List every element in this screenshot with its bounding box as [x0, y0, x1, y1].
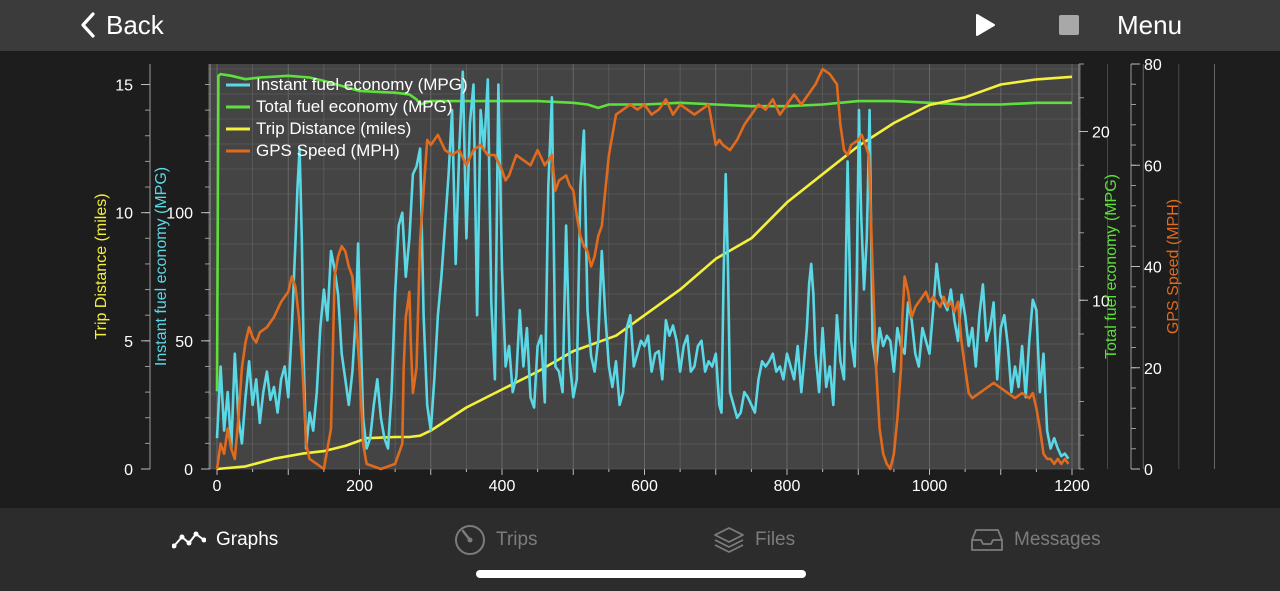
instant-tick-label: 50 [175, 334, 193, 351]
legend-label-total: Total fuel economy (MPG) [256, 97, 453, 116]
instant-axis-title: Instant fuel economy (MPG) [153, 167, 170, 366]
total-tick-label: 10 [1092, 293, 1110, 310]
back-button[interactable]: Back [80, 8, 164, 42]
graph-icon [172, 531, 206, 549]
trip-axis-title: Trip Distance (miles) [93, 193, 110, 339]
trip-tick-label: 5 [124, 334, 133, 351]
trip-tick-label: 0 [124, 462, 133, 479]
x-tick-label: 600 [631, 478, 658, 495]
tab-messages[interactable]: Messages [970, 522, 1101, 558]
chevron-left-icon [81, 12, 95, 38]
gps-tick-label: 60 [1144, 158, 1162, 175]
nav-bar: Back Menu [0, 0, 1280, 51]
total-axis-title: Total fuel economy (MPG) [1103, 174, 1120, 359]
x-tick-label: 1000 [912, 478, 948, 495]
home-indicator [476, 570, 806, 578]
series-line-instant [215, 70, 1070, 460]
tab-graphs-label: Graphs [216, 529, 279, 550]
play-icon[interactable] [972, 12, 998, 38]
trip-tick-label: 10 [115, 206, 133, 223]
instant-tick-label: 100 [166, 206, 193, 223]
x-tick-label: 1200 [1054, 478, 1090, 495]
gauge-icon [455, 525, 485, 555]
tab-trips[interactable]: Trips [454, 522, 538, 558]
legend-label-gps: GPS Speed (MPH) [256, 141, 400, 160]
tab-messages-label: Messages [1014, 529, 1101, 550]
x-tick-label: 400 [489, 478, 516, 495]
series-line-total [215, 72, 1072, 392]
tab-bar: Graphs Trips Files Messages [0, 508, 1280, 591]
total-tick-label: 20 [1092, 125, 1110, 142]
layers-icon [714, 527, 744, 553]
legend-label-instant: Instant fuel economy (MPG) [256, 75, 468, 94]
series-line-trip [216, 75, 1073, 471]
x-tick-label: 0 [213, 478, 222, 495]
series-line-gps [215, 67, 1070, 471]
legend-label-trip: Trip Distance (miles) [256, 119, 411, 138]
gps-tick-label: 40 [1144, 260, 1162, 277]
x-tick-label: 800 [774, 478, 801, 495]
x-tick-label: 200 [346, 478, 373, 495]
trip-tick-label: 15 [115, 78, 133, 95]
inbox-icon [971, 529, 1003, 551]
menu-button[interactable]: Menu [1117, 10, 1183, 40]
gps-axis-title: GPS Speed (MPH) [1165, 199, 1182, 334]
tab-trips-label: Trips [496, 529, 538, 550]
tab-graphs[interactable]: Graphs [172, 522, 278, 558]
stop-icon[interactable] [1058, 14, 1080, 36]
gps-tick-label: 80 [1144, 57, 1162, 74]
tab-files-label: Files [755, 529, 796, 550]
back-label: Back [106, 9, 164, 40]
gps-tick-label: 0 [1144, 462, 1153, 479]
instant-tick-label: 0 [184, 462, 193, 479]
gps-tick-label: 20 [1144, 361, 1162, 378]
graph-panel: 0 5 10 15 Trip Distance (miles) 0 50 100 Instant… [0, 51, 1280, 508]
tab-files[interactable]: Files [713, 522, 795, 558]
